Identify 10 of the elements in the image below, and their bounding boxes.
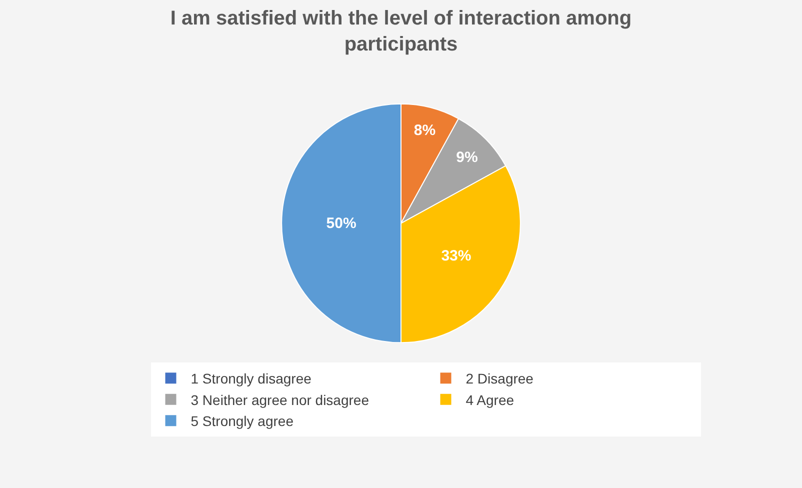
- data-label: 9%: [456, 148, 478, 166]
- legend-label: 5 Strongly agree: [190, 413, 294, 430]
- data-label: 8%: [414, 122, 436, 140]
- legend-label: 2 Disagree: [466, 370, 534, 387]
- data-label: 50%: [326, 214, 356, 232]
- legend-label: 3 Neither agree nor disagree: [190, 392, 370, 408]
- legend-label: 1 Strongly disagree: [190, 370, 312, 387]
- data-label: 33%: [441, 247, 472, 264]
- chart-title: I am satisfied with the level of interaction among participants: [170, 7, 632, 56]
- legend-label: 4 Agree: [466, 392, 514, 408]
